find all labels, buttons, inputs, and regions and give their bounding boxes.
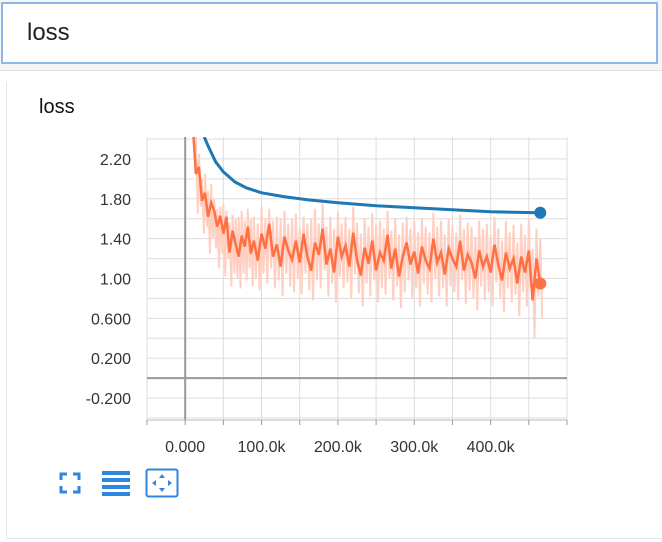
chart-toolbar <box>53 466 191 500</box>
y-tick-label: 1.00 <box>100 272 131 289</box>
expand-button[interactable] <box>53 466 87 500</box>
y-tick-label: 1.40 <box>100 232 131 249</box>
blue-series-line <box>202 137 541 215</box>
tick-labels: 2.20 1.80 1.40 1.00 0.600 0.200 -0.200 0.000 100… <box>86 152 516 452</box>
orange-series-end-marker <box>534 277 547 290</box>
x-tick-label: 100.0k <box>238 439 287 452</box>
toggle-log-scale-button[interactable] <box>99 466 133 500</box>
tag-filter-input[interactable]: loss <box>1 2 658 64</box>
y-tick-label: 0.200 <box>91 351 131 368</box>
chart-card: loss 2.20 1.80 1.40 1.00 0.600 0.200 -0.200 0.0… <box>6 82 662 539</box>
blue-series-end-marker <box>534 206 547 219</box>
axes <box>146 137 568 425</box>
y-tick-label: 1.80 <box>100 192 131 209</box>
header: loss <box>0 0 662 71</box>
x-tick-label: 200.0k <box>314 439 363 452</box>
chart-title: loss <box>39 96 75 118</box>
x-tick-label: 300.0k <box>390 439 439 452</box>
y-tick-label: 0.600 <box>91 311 131 328</box>
lines-icon <box>102 471 130 496</box>
expand-icon <box>59 472 81 494</box>
loss-chart[interactable]: 2.20 1.80 1.40 1.00 0.600 0.200 -0.200 0.000 100… <box>7 82 662 452</box>
fit-domain-icon <box>145 468 179 498</box>
x-tick-label: 400.0k <box>467 439 516 452</box>
series <box>192 137 544 339</box>
fit-domain-button[interactable] <box>145 466 179 500</box>
x-tick-label: 0.000 <box>165 439 205 452</box>
orange-series-line <box>192 137 542 301</box>
raw-series-line <box>192 137 544 339</box>
y-tick-label: 2.20 <box>100 152 131 169</box>
y-tick-label: -0.200 <box>86 391 131 408</box>
